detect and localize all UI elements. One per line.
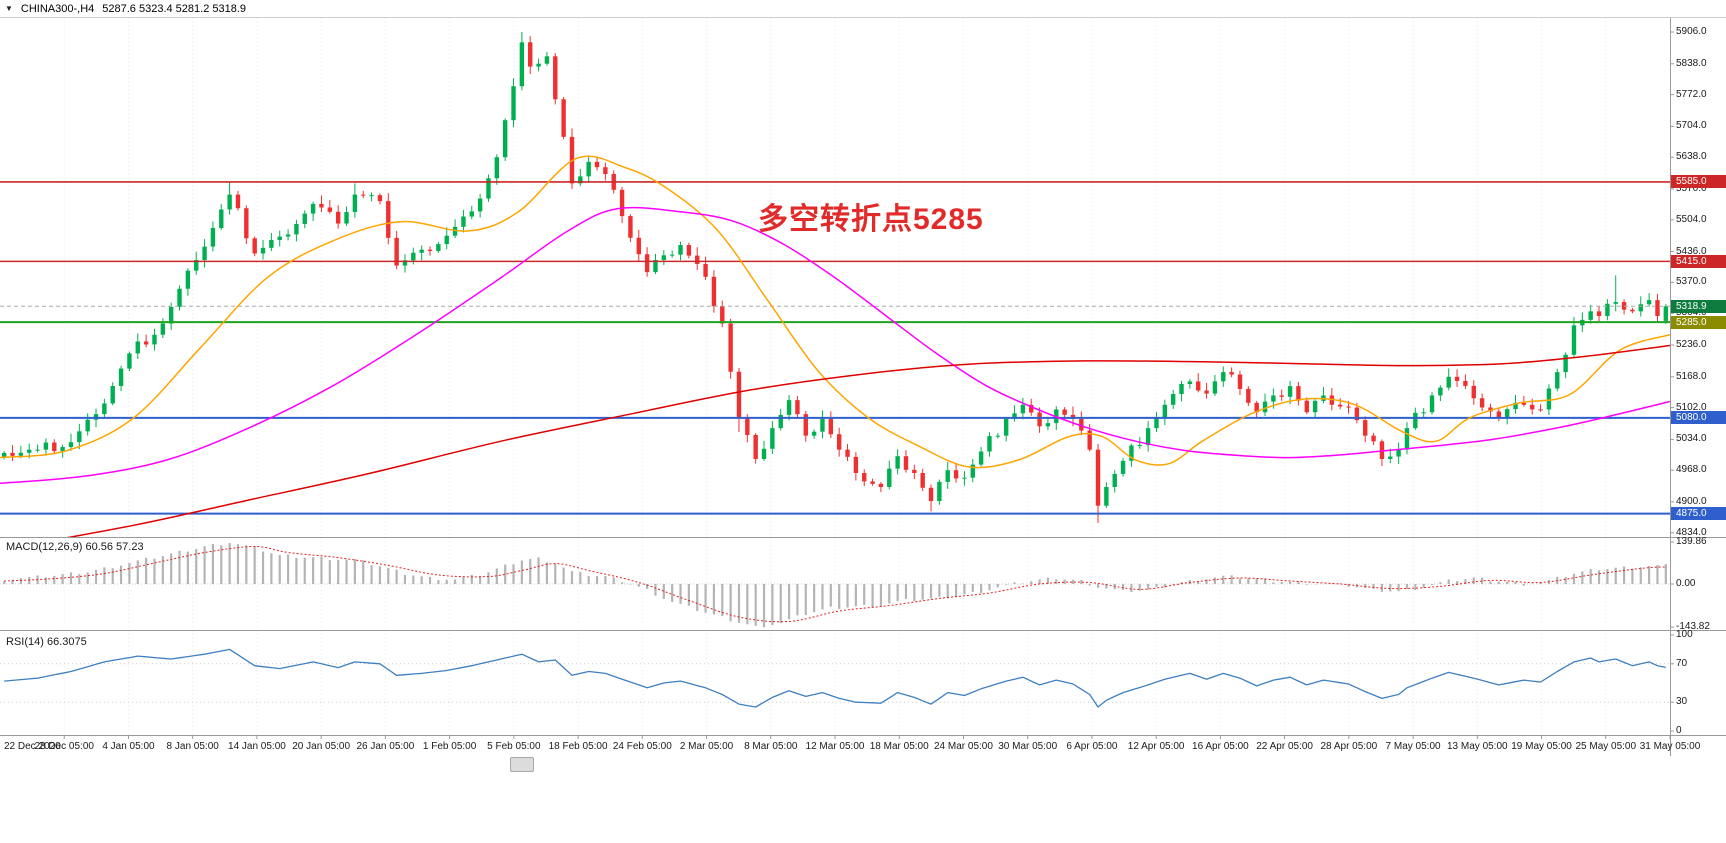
price-line-label: 5285.0 bbox=[1671, 315, 1726, 329]
time-axis-label: 14 Jan 05:00 bbox=[228, 741, 286, 752]
price-axis-label: 5570.0 bbox=[1676, 182, 1707, 194]
time-axis-label: 1 Feb 05:00 bbox=[422, 741, 477, 752]
price-axis-label: 5772.0 bbox=[1676, 88, 1707, 100]
price-axis-label: 5370.0 bbox=[1676, 276, 1707, 288]
price-axis-label: 4834.0 bbox=[1676, 526, 1707, 538]
macd-label: MACD(12,26,9) 60.56 57.23 bbox=[6, 541, 144, 553]
bottom-scrollbar-thumb[interactable] bbox=[510, 757, 534, 772]
time-axis-label: 30 Mar 05:00 bbox=[998, 741, 1058, 752]
price-line-label: 5080.0 bbox=[1671, 411, 1726, 425]
collapse-icon[interactable]: ▼ bbox=[5, 4, 13, 13]
time-axis-label: 25 May 05:00 bbox=[1575, 741, 1637, 752]
time-axis-label: 12 Apr 05:00 bbox=[1127, 741, 1185, 752]
time-axis-label: 19 May 05:00 bbox=[1511, 741, 1572, 752]
time-axis-label: 2 Mar 05:00 bbox=[679, 741, 734, 752]
macd-axis-label: -143.82 bbox=[1676, 621, 1710, 633]
time-axis-label: 4 Jan 05:00 bbox=[102, 741, 155, 752]
price-line-label: 5585.0 bbox=[1671, 175, 1726, 189]
time-axis-label: 7 May 05:00 bbox=[1385, 741, 1441, 752]
rsi-axis-label: 0 bbox=[1676, 725, 1682, 736]
time-axis-label: 20 Jan 05:00 bbox=[292, 741, 351, 752]
time-axis-label: 12 Mar 05:00 bbox=[805, 741, 865, 752]
price-axis-label: 5504.0 bbox=[1676, 213, 1707, 225]
price-line-label: 5318.9 bbox=[1671, 299, 1726, 313]
rsi-label: RSI(14) 66.3075 bbox=[6, 636, 87, 648]
price-axis-label: 5638.0 bbox=[1676, 151, 1707, 163]
time-axis-label: 24 Feb 05:00 bbox=[612, 741, 672, 752]
time-axis-label: 31 May 05:00 bbox=[1639, 741, 1701, 752]
price-axis-label: 5168.0 bbox=[1676, 370, 1707, 382]
price-axis-label: 5704.0 bbox=[1676, 120, 1707, 132]
price-axis-label: 5236.0 bbox=[1676, 339, 1707, 350]
time-axis-label: 28 Dec 05:00 bbox=[34, 741, 94, 752]
time-axis-label: 22 Apr 05:00 bbox=[1256, 741, 1313, 752]
time-axis-label: 18 Feb 05:00 bbox=[548, 741, 608, 752]
time-axis-label: 28 Apr 05:00 bbox=[1320, 741, 1378, 752]
time-axis-label: 24 Mar 05:00 bbox=[933, 741, 993, 752]
price-axis-label: 5034.0 bbox=[1676, 433, 1707, 445]
price-line-label: 5415.0 bbox=[1671, 254, 1726, 268]
time-axis-label: 8 Jan 05:00 bbox=[166, 741, 219, 752]
time-axis-label: 13 May 05:00 bbox=[1446, 741, 1508, 752]
time-axis-label: 8 Mar 05:00 bbox=[744, 741, 798, 752]
price-axis-label: 5102.0 bbox=[1676, 401, 1707, 413]
symbol-period-label: CHINA300-,H4 bbox=[20, 2, 95, 15]
rsi-axis-label: 100 bbox=[1676, 629, 1693, 640]
annotation-text: 多空转折点5285 bbox=[758, 203, 984, 236]
rsi-axis-label: 70 bbox=[1676, 657, 1688, 669]
time-axis-label: 6 Apr 05:00 bbox=[1066, 741, 1118, 752]
time-axis-label: 26 Jan 05:00 bbox=[356, 741, 415, 752]
time-axis-label: 16 Apr 05:00 bbox=[1192, 741, 1249, 752]
time-axis-label: 5 Feb 05:00 bbox=[487, 741, 541, 752]
price-line-label: 4875.0 bbox=[1671, 507, 1726, 521]
ohlc-values: 5287.6 5323.4 5281.2 5318.9 bbox=[102, 2, 247, 15]
time-axis-label: 22 Dec 2020 bbox=[4, 741, 61, 752]
price-axis-label: 5436.0 bbox=[1676, 245, 1707, 257]
price-axis-label: 4968.0 bbox=[1676, 464, 1707, 476]
price-axis-label: 5906.0 bbox=[1676, 26, 1707, 37]
chart-header: ▼ CHINA300-,H4 5287.6 5323.4 5281.2 5318… bbox=[0, 0, 1726, 17]
time-axis-label: 18 Mar 05:00 bbox=[869, 741, 929, 752]
price-axis-label: 5838.0 bbox=[1676, 57, 1707, 69]
rsi-axis-label: 30 bbox=[1676, 696, 1688, 708]
price-axis-label: 4900.0 bbox=[1676, 495, 1707, 507]
macd-axis-label: 139.86 bbox=[1676, 536, 1707, 548]
macd-axis-label: 0.00 bbox=[1676, 578, 1696, 589]
